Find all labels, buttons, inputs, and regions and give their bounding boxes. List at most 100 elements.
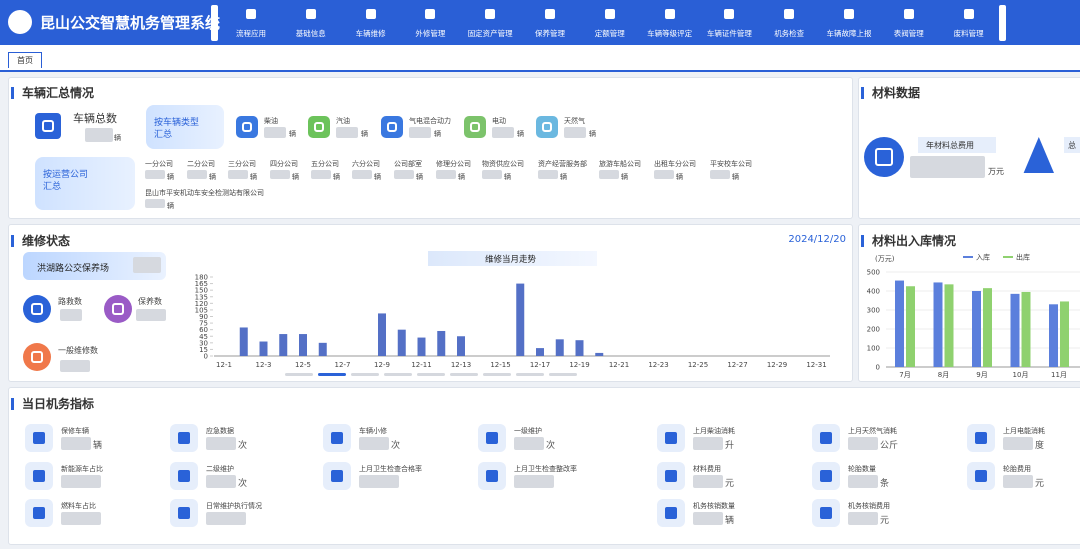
item-icon (33, 507, 45, 519)
item-unit: 次 (238, 441, 248, 451)
item-label: 机务核销数量 (693, 502, 735, 510)
item-icon (820, 470, 832, 482)
icon-glyph (875, 148, 893, 166)
panel-title: 材料数据 (861, 87, 920, 99)
nav-left-arrow[interactable] (211, 5, 218, 41)
bar (895, 280, 904, 367)
nav-icon (246, 9, 256, 19)
x-tick-label: 9月 (976, 371, 987, 379)
icon-glyph (242, 122, 252, 132)
page-dot (384, 373, 412, 376)
item-icon (975, 470, 987, 482)
bar (906, 286, 915, 367)
company-name: 二分公司 (187, 160, 215, 168)
item-label: 材料费用 (693, 465, 721, 473)
blurred-value (61, 437, 91, 450)
item-label: 轮胎费用 (1003, 465, 1031, 473)
company-name: 五分公司 (311, 160, 339, 168)
label: 年材料总费用 (926, 141, 974, 150)
company-name: 修理分公司 (436, 160, 471, 168)
item-icon (331, 432, 343, 444)
y-tick-label: 180 (195, 274, 208, 282)
nav-item[interactable]: 保养管理 (535, 29, 565, 38)
nav-item[interactable]: 流程应用 (236, 29, 266, 38)
x-tick-label: 7月 (899, 371, 910, 379)
nav-item[interactable]: 车辆等级评定 (647, 29, 693, 38)
nav-item[interactable]: 车辆维修 (355, 29, 386, 38)
item-icon (178, 470, 190, 482)
nav-icon (844, 9, 854, 19)
blurred-value (1003, 437, 1033, 450)
item-icon (33, 470, 45, 482)
item-unit: 条 (880, 479, 890, 489)
icon (464, 116, 486, 138)
company-name: 一分公司 (145, 160, 173, 168)
item-icon (820, 432, 832, 444)
nav-item[interactable]: 车辆证件管理 (706, 29, 752, 38)
item-label: 日常维护执行情况 (206, 502, 262, 510)
stat-label: 一般维修数 (58, 346, 98, 355)
label: 总 (1068, 141, 1076, 150)
date: 2024/12/20 (788, 234, 846, 245)
item-label: 上月电能消耗 (1003, 427, 1045, 435)
blurred-value (848, 475, 878, 488)
x-tick-label: 12-21 (609, 361, 629, 369)
tab-bar (0, 45, 1080, 72)
nav-item[interactable]: 定额管理 (594, 29, 625, 38)
item-icon (486, 470, 498, 482)
button-text: 汇总 (43, 182, 62, 192)
company-name: 昆山市平安机动车安全检测站有限公司 (145, 189, 264, 197)
blurred-value (564, 127, 586, 138)
nav-item[interactable]: 车辆故障上报 (826, 29, 872, 38)
x-tick-label: 12-19 (569, 361, 589, 369)
blurred-value (693, 437, 723, 450)
company-name: 三分公司 (228, 160, 256, 168)
nav-icon (724, 9, 735, 19)
blurred-value (359, 475, 399, 488)
bar (397, 329, 406, 356)
type-name: 气电混合动力 (409, 117, 451, 125)
nav-item[interactable]: 废料管理 (953, 29, 984, 38)
tab[interactable]: 首页 (8, 52, 42, 68)
nav-item[interactable]: 基础信息 (295, 29, 326, 38)
bar (1060, 301, 1069, 367)
chart-title-box (428, 251, 597, 266)
blurred-value (85, 128, 113, 142)
x-tick-label: 12-15 (490, 361, 510, 369)
x-tick-label: 12-7 (335, 361, 351, 369)
label-box (918, 137, 996, 153)
unit: 辆 (621, 173, 628, 181)
y-tick-label: 60 (199, 326, 208, 334)
summary-button[interactable] (146, 105, 224, 149)
label: 车辆总数 (73, 112, 117, 125)
blurred-value (270, 170, 290, 179)
y-tick-label: 150 (195, 287, 208, 295)
blurred-value (145, 170, 165, 179)
y-tick-label: 135 (195, 293, 208, 301)
nav-item[interactable]: 外修管理 (415, 29, 446, 38)
company-name: 公司部室 (394, 160, 422, 168)
summary-button[interactable] (35, 157, 135, 210)
x-tick-label: 11月 (1051, 371, 1067, 379)
y-tick-label: 500 (867, 269, 880, 277)
nav-icon (903, 9, 914, 19)
nav-item[interactable]: 表阀管理 (893, 29, 924, 38)
item-icon (665, 470, 677, 482)
blurred-value (61, 475, 101, 488)
item-label: 保修车辆 (61, 427, 89, 435)
icon-glyph (42, 120, 54, 132)
y-axis-label: (万元) (875, 255, 895, 263)
item-label: 新能源车占比 (61, 465, 103, 473)
nav-item[interactable]: 机务检查 (774, 29, 805, 38)
bar (983, 288, 992, 367)
nav-item[interactable]: 固定资产管理 (467, 29, 513, 38)
item-label: 车辆小修 (359, 427, 387, 435)
blurred-value (848, 437, 878, 450)
y-tick-label: 15 (199, 346, 208, 354)
unit: 辆 (114, 134, 121, 142)
icon (308, 116, 330, 138)
unit: 辆 (292, 173, 299, 181)
item-icon (331, 470, 343, 482)
nav-right-arrow[interactable] (999, 5, 1006, 41)
